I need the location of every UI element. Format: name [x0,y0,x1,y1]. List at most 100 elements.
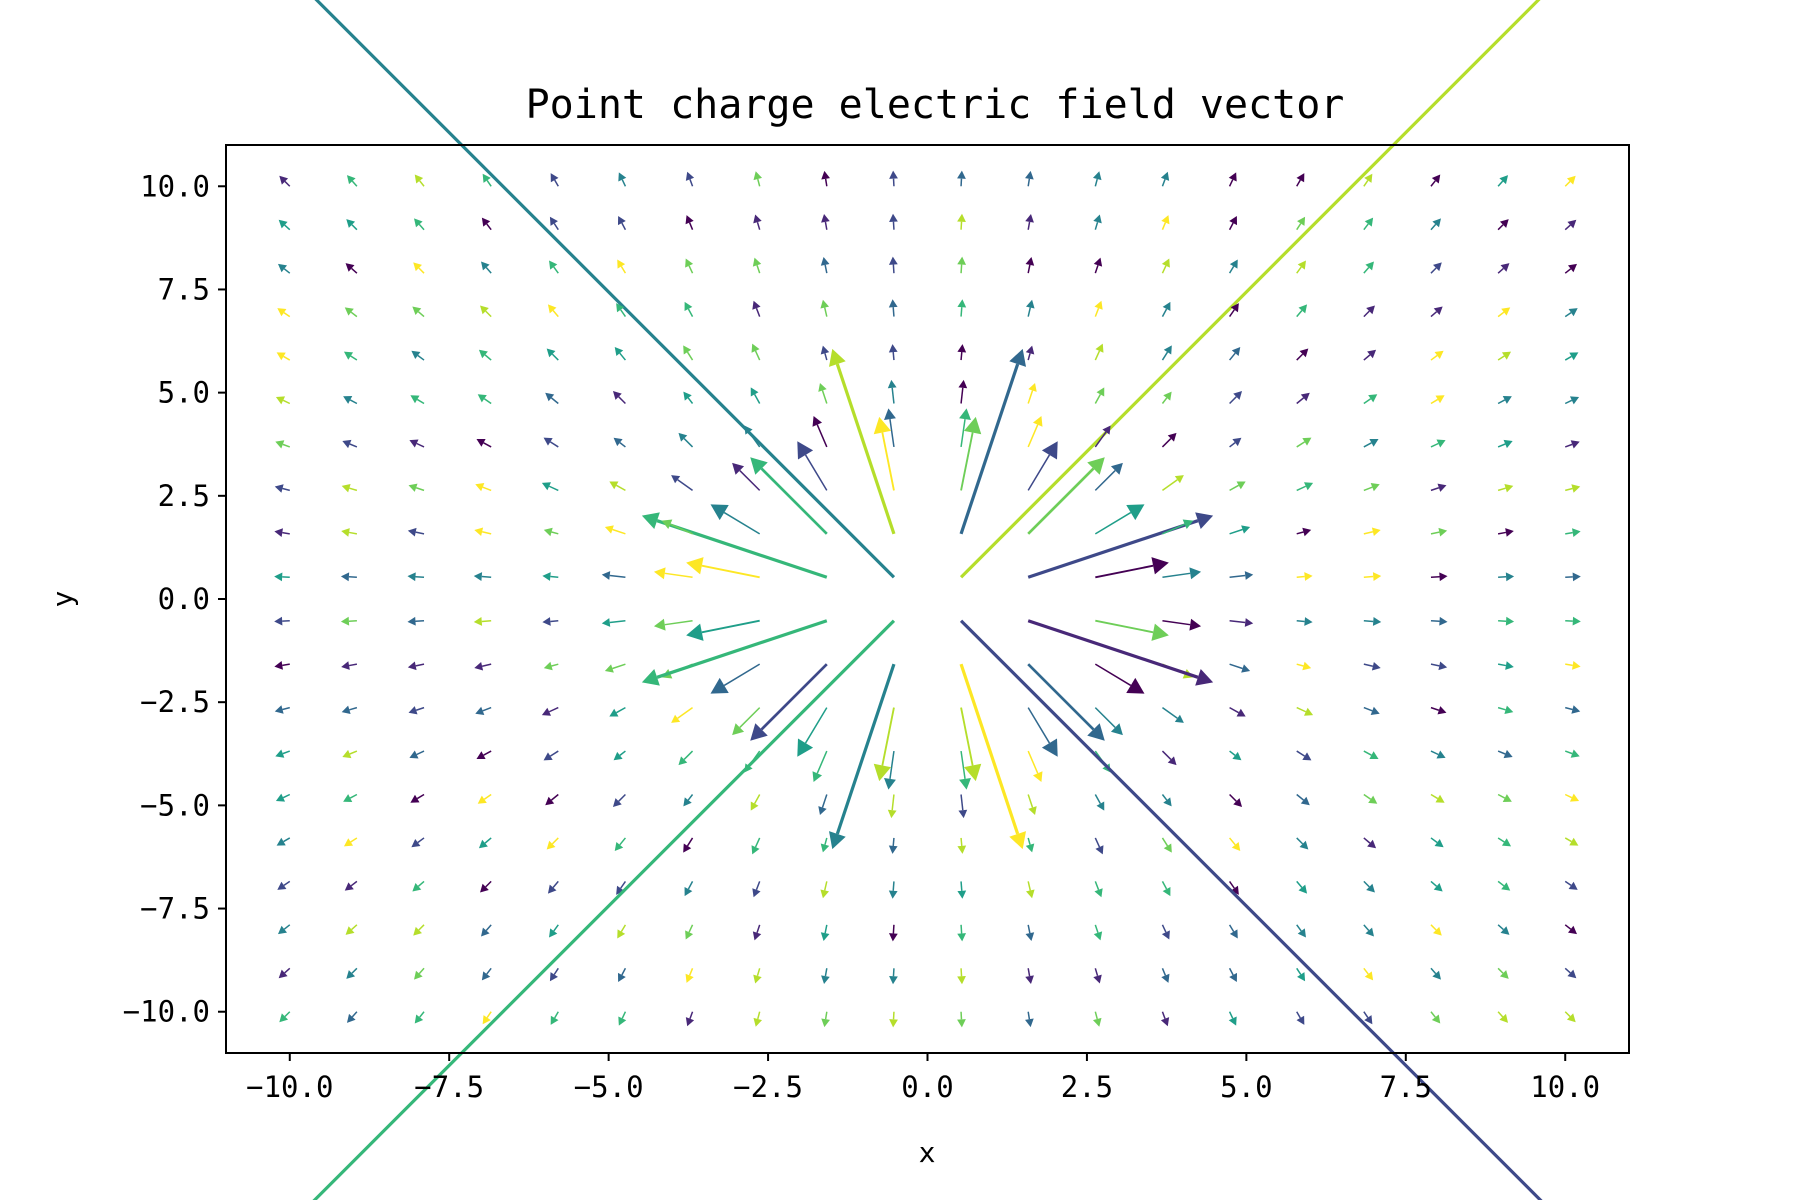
y-tick-label: 10.0 [140,169,210,203]
arrow-head [1009,348,1026,367]
arrow-shaft [283,880,291,887]
arrow-head [549,260,558,270]
arrow-shaft [1094,881,1100,891]
arrow-shaft [348,531,358,535]
arrow-head [341,528,350,537]
field-arrow [641,619,828,686]
arrow-head [1367,349,1377,359]
arrow-shaft [1363,967,1369,975]
arrow-shaft [1094,431,1107,448]
field-arrow [678,750,694,766]
arrow-head [481,971,491,981]
arrow-head [1568,881,1578,890]
arrow-shaft [1228,924,1235,933]
field-arrow [1430,616,1448,626]
arrow-shaft [1027,307,1032,317]
arrow-head [413,262,422,272]
field-arrow [1161,301,1171,317]
arrow-shaft [835,663,896,835]
arrow-shaft [351,967,358,974]
arrow-shaft [1027,707,1051,744]
field-arrow [618,1011,627,1026]
arrow-head [474,661,484,671]
arrow-shaft [1228,967,1234,976]
arrow-shaft [612,663,626,670]
arrow-head [820,345,830,355]
field-arrow [1363,837,1377,849]
field-arrow [412,306,425,318]
arrow-shaft [1229,663,1243,670]
arrow-shaft [349,399,358,405]
arrow-shaft [548,485,559,492]
field-arrow [474,661,492,671]
arrow-shaft [418,967,425,975]
arrow-shaft [482,486,492,492]
field-arrow [1497,307,1511,318]
arrow-head [1302,527,1312,537]
field-arrow [957,968,966,985]
field-arrow [275,440,291,449]
arrow-head [476,438,486,447]
arrow-head [344,882,354,891]
arrow-shaft [418,267,425,274]
arrow-head [1025,256,1035,266]
field-arrow [541,706,559,716]
arrow-shaft [1296,441,1306,448]
arrow-shaft [1296,310,1303,318]
arrow-shaft [1161,222,1167,231]
arrow-head [1189,618,1202,631]
arrow-shaft [284,1011,291,1018]
field-arrow [1161,881,1171,897]
arrow-head [1437,483,1447,492]
arrow-head [609,481,619,490]
arrow-shaft [687,881,694,890]
field-arrow [685,967,694,983]
field-arrow [613,750,626,761]
arrow-shaft [1497,663,1507,667]
arrow-shaft [1564,967,1571,974]
arrow-head [409,439,419,448]
arrow-shaft [552,880,559,888]
arrow-shaft [1296,706,1307,713]
arrow-head [683,391,692,401]
field-arrow [1296,572,1313,581]
arrow-shaft [483,750,492,756]
arrow-shaft [1027,794,1034,808]
field-arrow [409,439,425,448]
field-arrow [1094,663,1145,694]
arrow-head [478,349,488,359]
field-arrow [1430,967,1441,980]
arrow-head [276,352,286,361]
arrow-shaft [349,706,358,711]
arrow-shaft [419,1011,425,1018]
arrow-head [411,838,421,848]
arrow-shaft [960,387,964,404]
arrow-shaft [550,793,559,801]
arrow-head [279,1013,289,1023]
arrow-layer [274,0,1581,1200]
field-arrow [407,572,425,582]
field-arrow [1564,219,1577,231]
arrow-shaft [1564,224,1571,231]
arrow-head [1110,462,1123,475]
arrow-head [1236,708,1246,717]
field-arrow [957,256,967,274]
arrow-head [820,299,830,309]
field-arrow [1296,661,1312,671]
arrow-shaft [1161,397,1168,404]
arrow-head [274,661,283,670]
arrow-shaft [960,352,963,361]
arrow-head [957,845,967,854]
arrow-head [609,708,619,717]
arrow-shaft [824,1011,828,1020]
field-arrow [752,300,761,317]
arrow-head [1364,217,1374,227]
field-arrow [661,519,693,535]
arrow-head [410,395,420,404]
field-arrow [543,661,559,671]
field-arrow [480,880,492,893]
arrow-head [1372,617,1382,626]
arrow-head [1228,172,1237,182]
arrow-shaft [1564,750,1573,755]
arrow-shaft [1430,1011,1436,1018]
